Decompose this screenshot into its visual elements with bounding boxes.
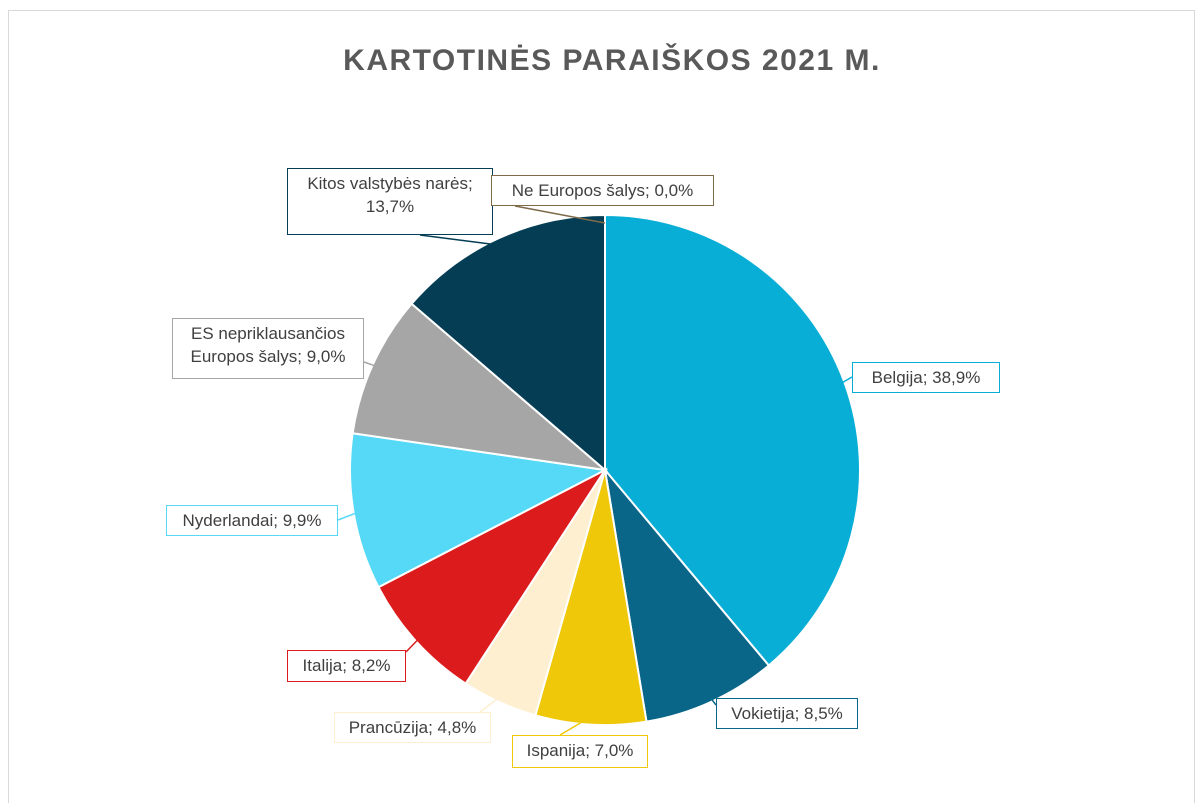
leader-line: [836, 376, 853, 387]
chart-title: KARTOTINĖS PARAIŠKOS 2021 M.: [343, 43, 881, 77]
data-label: Prancūzija; 4,8%: [334, 712, 491, 743]
data-label: Vokietija; 8,5%: [716, 698, 858, 729]
label-separator: ;: [467, 174, 473, 193]
label-separator: ;: [585, 741, 595, 760]
pie-slice: [603, 466, 771, 723]
label-value: 7,0%: [594, 741, 634, 760]
label-value: 8,2%: [351, 656, 391, 675]
label-value: 8,5%: [804, 704, 843, 723]
leader-line: [363, 361, 381, 369]
pie-slice: [604, 213, 861, 667]
leader-line: [479, 694, 504, 713]
data-label: Kitos valstybės narės; 13,7%: [287, 168, 493, 235]
label-category: Belgija: [871, 368, 923, 387]
leader-line: [707, 694, 717, 706]
data-label: Italija; 8,2%: [287, 650, 406, 682]
label-separator: ;: [794, 704, 805, 723]
leader-line: [559, 715, 592, 736]
leader-line: [419, 234, 503, 247]
label-value: 4,8%: [437, 718, 477, 737]
label-value: 38,9%: [932, 368, 981, 387]
data-label: ES nepriklausančios Europos šalys; 9,0%: [172, 318, 364, 379]
label-separator: ;: [297, 347, 307, 366]
label-value: 13,7%: [365, 197, 415, 216]
label-category: ES nepriklausančios Europos šalys: [190, 324, 346, 366]
label-separator: ;: [922, 368, 933, 387]
label-separator: ;: [273, 511, 283, 530]
label-value: 0,0%: [654, 181, 694, 200]
data-label: Nyderlandai; 9,9%: [166, 505, 338, 536]
label-separator: ;: [342, 656, 352, 675]
label-category: Vokietija: [731, 704, 795, 723]
pie-slice: [410, 213, 606, 473]
label-category: Ne Europos šalys: [511, 181, 646, 200]
label-separator: ;: [428, 718, 438, 737]
leader-line: [337, 510, 362, 521]
label-category: Nyderlandai: [182, 511, 274, 530]
pie-slice: [534, 469, 648, 726]
label-category: Ispanija: [526, 741, 586, 760]
leader-line: [405, 635, 423, 653]
label-value: 9,9%: [282, 511, 322, 530]
label-separator: ;: [645, 181, 655, 200]
data-label: Ispanija; 7,0%: [512, 735, 648, 768]
leader-line: [514, 205, 606, 224]
label-value: 9,0%: [306, 347, 346, 366]
label-category: Prancūzija: [348, 718, 429, 737]
label-category: Italija: [302, 656, 343, 675]
data-label: Ne Europos šalys; 0,0%: [491, 175, 714, 206]
label-category: Kitos valstybės narės: [307, 174, 468, 193]
pie-slice: [349, 432, 609, 589]
data-label: Belgija; 38,9%: [852, 362, 1000, 393]
